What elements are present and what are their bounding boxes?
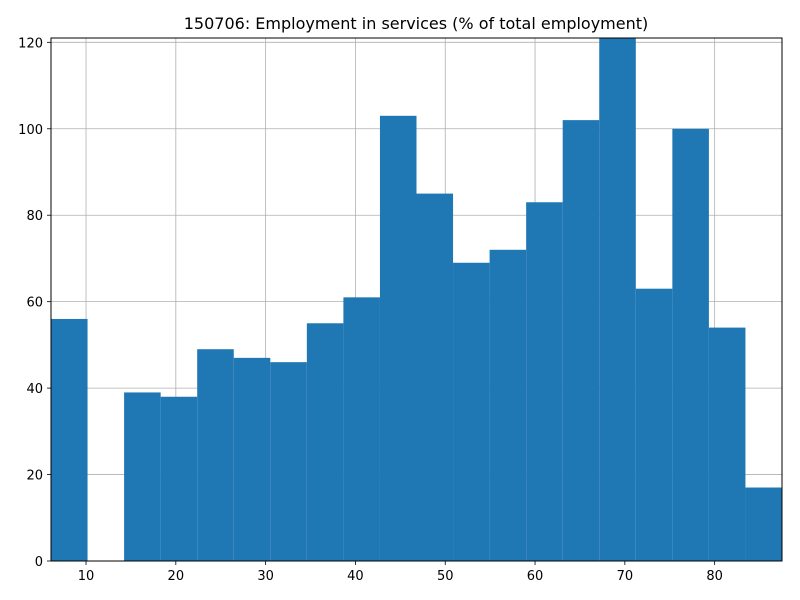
histogram-bar	[343, 297, 380, 561]
x-tick-label: 50	[437, 569, 454, 584]
bars	[51, 38, 782, 562]
x-tick-label: 10	[78, 569, 95, 584]
y-tick-label: 20	[26, 469, 43, 484]
histogram-bar	[306, 323, 344, 561]
histogram-bar	[379, 115, 417, 562]
histogram-bar	[416, 193, 454, 561]
histogram-bar	[672, 128, 709, 561]
histogram-bar	[124, 392, 161, 561]
histogram-bar	[51, 318, 88, 561]
histogram-bar	[562, 120, 600, 562]
y-tick-label: 80	[26, 209, 43, 224]
y-axis: 0 20 40 60 80 100 120	[18, 36, 51, 570]
x-tick-label: 20	[168, 569, 185, 584]
histogram-bar	[270, 362, 307, 561]
histogram-bar	[599, 38, 636, 561]
histogram-bar	[489, 249, 527, 561]
axes-frame	[50, 37, 783, 562]
histogram-bar	[745, 487, 782, 561]
y-tick-label: 100	[18, 123, 43, 138]
x-tick-label: 60	[527, 569, 544, 584]
x-tick-label: 40	[347, 569, 364, 584]
x-tick-label: 30	[257, 569, 274, 584]
histogram-bar	[197, 349, 234, 561]
x-axis: 10 20 30 40 50 60 70 80	[78, 561, 723, 584]
histogram-bar	[160, 396, 198, 561]
chart-title: 150706: Employment in services (% of tot…	[184, 14, 649, 33]
y-tick-label: 0	[35, 555, 43, 570]
histogram-bar	[635, 288, 673, 561]
histogram-bar	[708, 327, 746, 561]
x-tick-label: 80	[706, 569, 723, 584]
histogram-bar	[233, 357, 271, 561]
histogram-bar	[453, 262, 490, 561]
y-tick-label: 40	[26, 382, 43, 397]
histogram-bar	[526, 202, 563, 562]
y-tick-label: 120	[18, 36, 43, 51]
y-tick-label: 60	[26, 296, 43, 311]
x-tick-label: 70	[617, 569, 634, 584]
